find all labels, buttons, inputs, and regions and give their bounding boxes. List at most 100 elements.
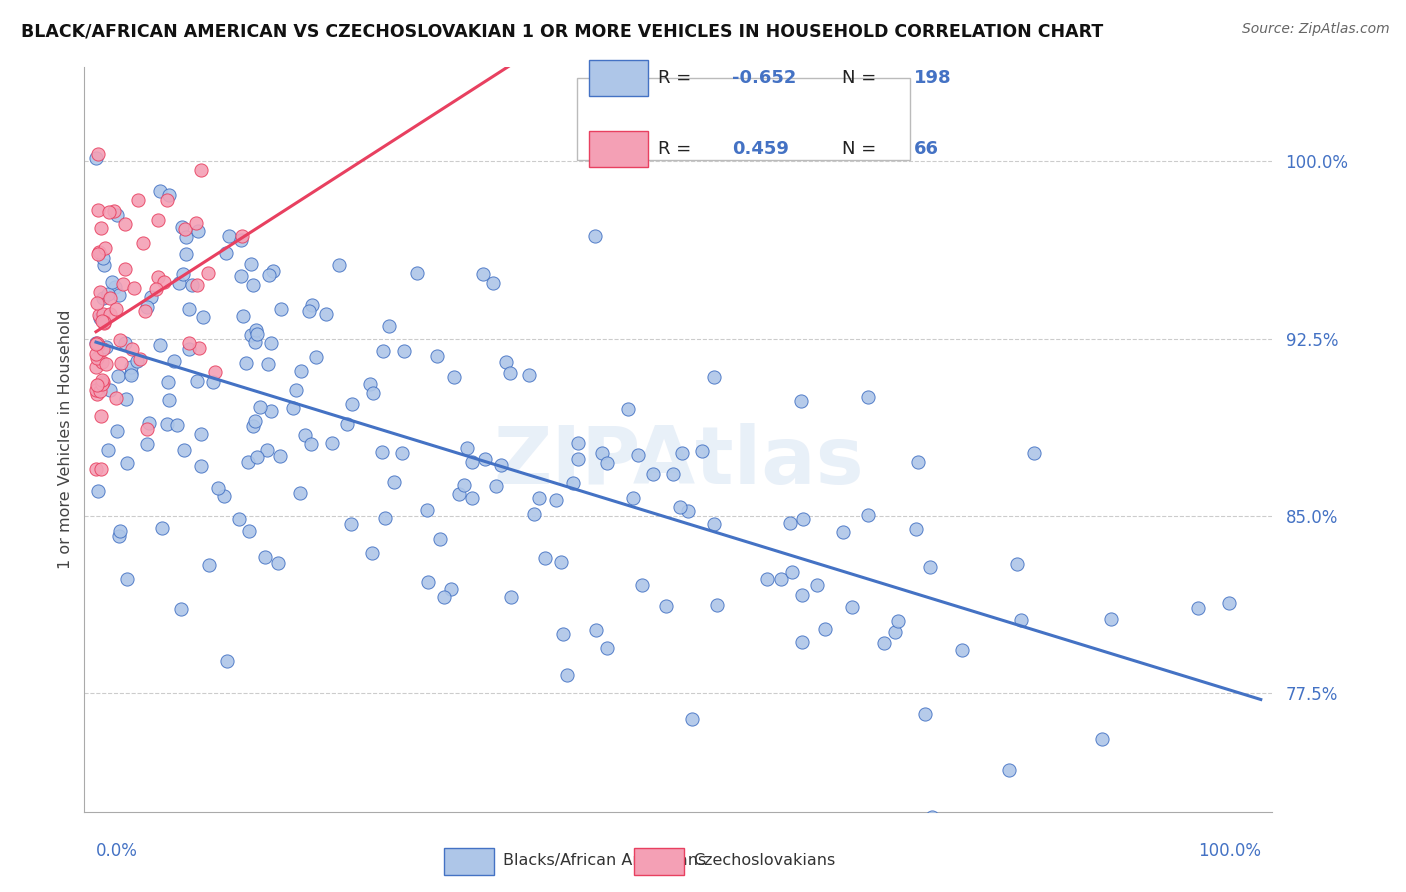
Text: R =: R = <box>658 140 697 158</box>
Point <box>567 452 589 467</box>
Point <box>621 491 644 505</box>
Point <box>426 349 449 363</box>
Point <box>86 336 108 351</box>
Point <box>378 318 401 333</box>
Point <box>257 268 280 282</box>
Point <box>172 219 194 234</box>
Point <box>374 510 396 524</box>
Point <box>243 334 266 349</box>
Point <box>146 270 169 285</box>
Point <box>678 504 700 518</box>
FancyBboxPatch shape <box>444 848 495 875</box>
Text: ZIPAtlas: ZIPAtlas <box>494 423 863 500</box>
Point <box>907 455 929 469</box>
Point <box>166 417 188 432</box>
Point <box>93 258 115 272</box>
Point <box>114 261 136 276</box>
Point <box>447 487 470 501</box>
Point <box>215 246 238 260</box>
Point <box>790 589 813 603</box>
Point <box>249 401 271 415</box>
Point <box>145 282 167 296</box>
Point <box>1099 612 1122 626</box>
Point <box>110 356 132 370</box>
Point <box>98 383 121 397</box>
Text: 66: 66 <box>914 140 939 158</box>
Point <box>238 524 260 538</box>
Point <box>792 511 814 525</box>
Point <box>583 229 606 244</box>
Point <box>86 387 108 401</box>
Point <box>703 370 725 384</box>
Point <box>218 229 240 244</box>
Point <box>832 525 855 540</box>
Point <box>617 401 640 416</box>
Point <box>499 366 522 380</box>
Point <box>443 369 465 384</box>
Point <box>122 281 145 295</box>
Point <box>260 336 283 351</box>
Point <box>429 532 451 546</box>
Point <box>90 312 112 326</box>
Point <box>190 162 212 177</box>
Point <box>544 493 567 508</box>
Point <box>790 394 813 409</box>
Point <box>87 147 110 161</box>
Point <box>107 425 129 439</box>
Point <box>921 810 943 824</box>
Y-axis label: 1 or more Vehicles in Household: 1 or more Vehicles in Household <box>58 310 73 569</box>
Point <box>149 184 172 198</box>
Point <box>918 559 941 574</box>
Point <box>361 546 384 560</box>
Point <box>86 462 108 476</box>
Text: -0.652: -0.652 <box>733 69 796 87</box>
Point <box>501 590 523 604</box>
Point <box>359 377 381 392</box>
Point <box>87 247 110 261</box>
Point <box>328 258 350 272</box>
Point <box>262 264 284 278</box>
Point <box>129 352 152 367</box>
Text: Czechoslovakians: Czechoslovakians <box>693 853 835 868</box>
Point <box>596 456 619 470</box>
Point <box>1091 731 1114 746</box>
Point <box>474 451 496 466</box>
Point <box>523 507 546 521</box>
Point <box>170 601 193 615</box>
Point <box>176 247 198 261</box>
Point <box>177 302 200 317</box>
Point <box>90 462 112 476</box>
Point <box>108 529 131 543</box>
Point <box>814 622 837 636</box>
Point <box>86 377 108 392</box>
Point <box>120 360 142 375</box>
Point <box>112 277 135 291</box>
Point <box>681 712 703 726</box>
Point <box>86 336 108 351</box>
Point <box>298 304 321 318</box>
Point <box>89 384 111 398</box>
Point <box>179 342 201 356</box>
Point <box>260 403 283 417</box>
Point <box>242 278 264 293</box>
Point <box>769 572 792 586</box>
Point <box>180 278 202 293</box>
Point <box>471 267 494 281</box>
Point <box>371 445 394 459</box>
Point <box>104 302 127 317</box>
Point <box>90 355 112 369</box>
Point <box>94 241 117 255</box>
Point <box>418 575 440 590</box>
Point <box>217 655 239 669</box>
Point <box>146 213 169 227</box>
Point <box>229 234 252 248</box>
Point <box>1187 601 1209 615</box>
Point <box>294 427 316 442</box>
Point <box>87 338 110 352</box>
Point <box>204 365 226 379</box>
Point <box>97 443 120 458</box>
Point <box>139 290 162 304</box>
Point <box>567 435 589 450</box>
Point <box>108 333 131 347</box>
Point <box>98 291 121 305</box>
